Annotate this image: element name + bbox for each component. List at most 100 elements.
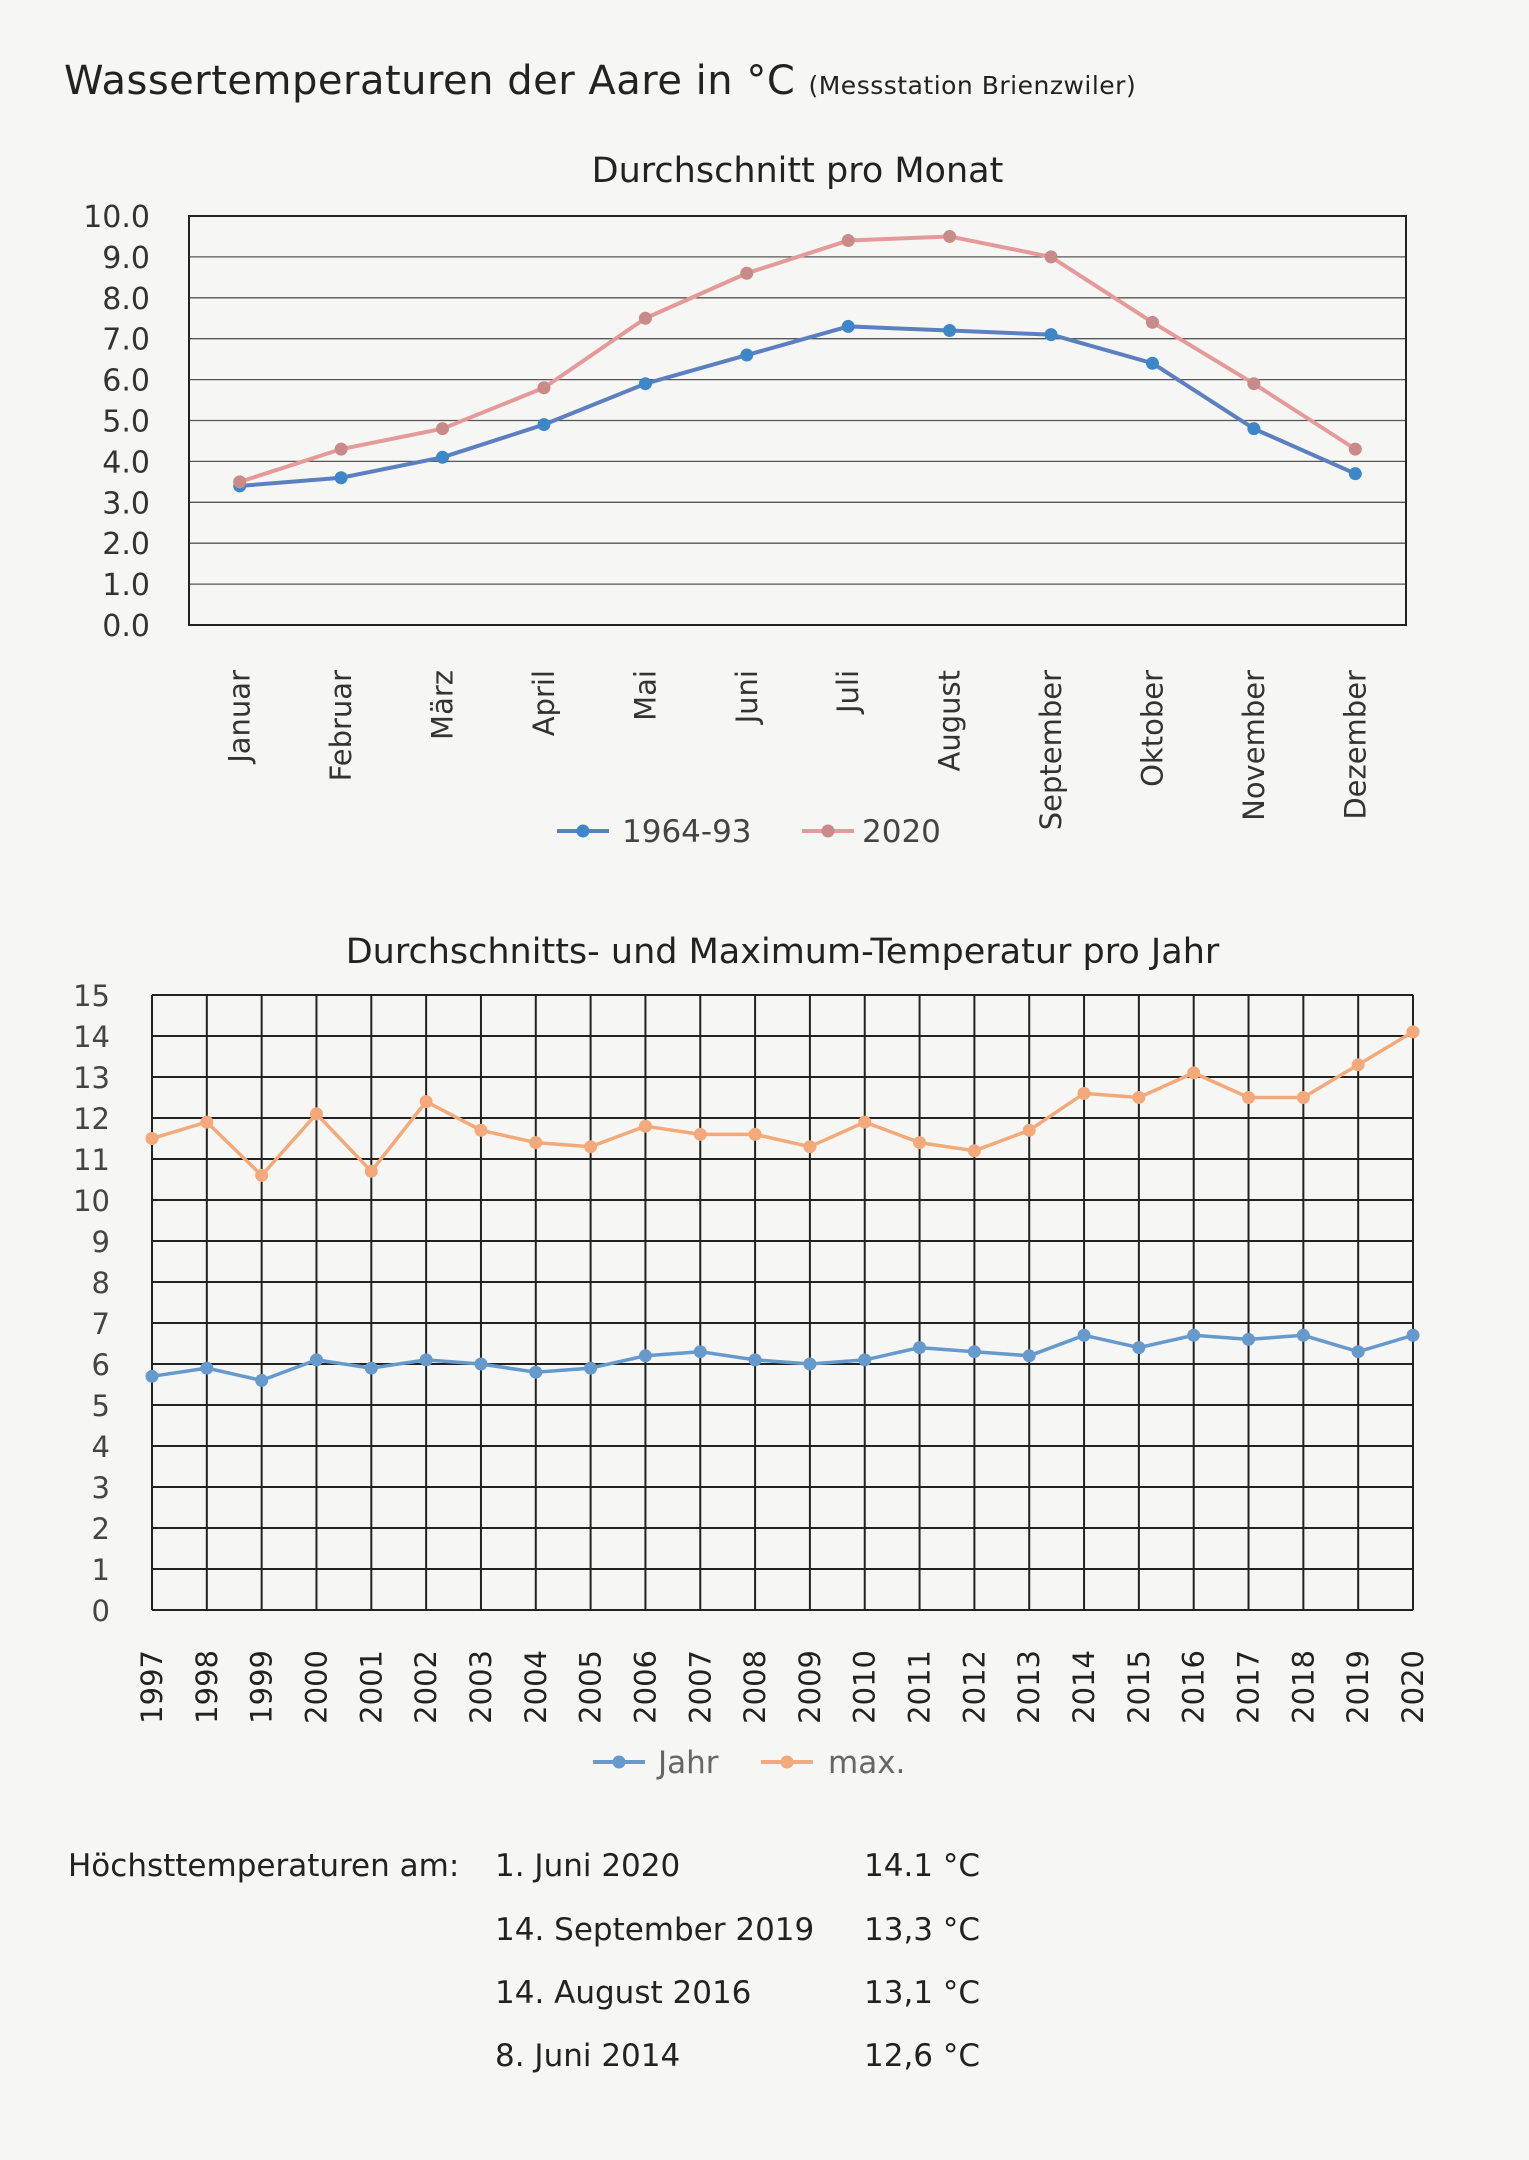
- high-value: 13,3 °C: [864, 1912, 981, 1948]
- x-tick-label: 2020: [1396, 1650, 1430, 1724]
- y-tick-label: 15: [73, 979, 110, 1013]
- data-point: [967, 1144, 981, 1158]
- y-tick-label: 1: [92, 1553, 110, 1587]
- y-tick-label: 3: [92, 1471, 110, 1505]
- data-point: [1296, 1091, 1310, 1104]
- data-point: [943, 324, 957, 338]
- x-tick-label: 2009: [793, 1650, 827, 1724]
- data-point: [841, 234, 855, 248]
- x-tick-label: 2006: [628, 1650, 662, 1724]
- y-tick-label: 9.0: [102, 241, 150, 276]
- data-point: [1077, 1328, 1091, 1342]
- legend-label: 2020: [862, 814, 941, 850]
- x-tick-label: 2012: [957, 1650, 991, 1724]
- data-point: [309, 1353, 323, 1367]
- y-tick-label: 2.0: [102, 527, 150, 562]
- series-line: [151, 1030, 1414, 1178]
- data-point: [858, 1115, 872, 1129]
- data-point: [419, 1353, 433, 1367]
- data-point: [1242, 1332, 1256, 1346]
- x-tick-label: Juni: [730, 670, 764, 725]
- data-point: [638, 1349, 652, 1363]
- data-point: [1044, 250, 1058, 264]
- x-tick-label: 1999: [245, 1650, 279, 1724]
- data-point: [200, 1115, 214, 1129]
- x-tick-label: 2002: [409, 1650, 443, 1724]
- data-point: [1145, 315, 1159, 329]
- y-tick-label: 6.0: [102, 364, 150, 399]
- data-point: [967, 1345, 981, 1359]
- series-line: [239, 234, 1357, 484]
- data-point: [364, 1164, 378, 1178]
- data-point: [1351, 1345, 1365, 1359]
- y-tick-label: 14: [73, 1020, 110, 1054]
- data-point: [693, 1345, 707, 1359]
- y-tick-label: 8.0: [102, 282, 150, 317]
- data-point: [309, 1107, 323, 1121]
- data-point: [693, 1127, 707, 1141]
- x-tick-label: 2011: [903, 1650, 937, 1724]
- page-title-main: Wassertemperaturen der Aare in °C: [64, 58, 796, 104]
- data-point: [537, 381, 551, 395]
- y-tick-label: 11: [73, 1143, 110, 1177]
- high-date: 8. Juni 2014: [495, 2038, 681, 2074]
- x-tick-label: 2013: [1012, 1650, 1046, 1724]
- legend-label: Jahr: [656, 1745, 719, 1781]
- data-point: [1296, 1328, 1310, 1342]
- x-tick-label: 1997: [135, 1650, 169, 1724]
- data-point: [1132, 1091, 1146, 1104]
- x-tick-label: 2016: [1177, 1650, 1211, 1724]
- x-tick-label: Dezember: [1338, 670, 1372, 820]
- data-point: [584, 1140, 598, 1154]
- y-tick-label: 0: [92, 1594, 110, 1628]
- data-point: [436, 422, 450, 436]
- data-point: [638, 311, 652, 325]
- data-point: [1247, 422, 1261, 436]
- page-title: Wassertemperaturen der Aare in °C (Messs…: [64, 58, 1136, 104]
- x-tick-label: 2019: [1341, 1650, 1375, 1724]
- data-point: [233, 475, 247, 489]
- x-tick-label: 2014: [1067, 1650, 1101, 1724]
- data-point: [1022, 1349, 1036, 1363]
- data-point: [529, 1365, 543, 1379]
- data-point: [1132, 1341, 1146, 1355]
- x-tick-label: 2000: [299, 1650, 333, 1724]
- high-date: 14. August 2016: [495, 1975, 752, 2011]
- data-point: [145, 1132, 159, 1145]
- y-tick-label: 5: [92, 1389, 110, 1423]
- x-tick-label: August: [933, 670, 967, 772]
- data-point: [1348, 467, 1362, 481]
- data-point: [1406, 1025, 1420, 1039]
- data-point: [748, 1353, 762, 1367]
- data-point: [436, 450, 450, 464]
- data-point: [474, 1123, 488, 1137]
- data-point: [200, 1361, 214, 1375]
- x-tick-label: 2005: [574, 1650, 608, 1724]
- y-tick-label: 7.0: [102, 323, 150, 358]
- y-tick-label: 12: [73, 1102, 110, 1136]
- data-point: [529, 1136, 543, 1150]
- data-point: [364, 1361, 378, 1375]
- data-point: [740, 348, 754, 362]
- y-tick-label: 3.0: [102, 486, 150, 521]
- data-point: [1351, 1058, 1365, 1072]
- data-point: [1022, 1123, 1036, 1137]
- data-point: [145, 1369, 159, 1383]
- high-value: 13,1 °C: [864, 1975, 981, 2011]
- high-date: 14. September 2019: [495, 1912, 815, 1948]
- data-point: [803, 1140, 817, 1154]
- x-tick-label: 2001: [354, 1650, 388, 1724]
- data-point: [1406, 1328, 1420, 1342]
- series-line: [151, 1333, 1414, 1383]
- y-tick-label: 9: [92, 1225, 110, 1259]
- x-tick-label: 2015: [1122, 1650, 1156, 1724]
- data-point: [537, 418, 551, 432]
- high-temperatures-label: Höchsttemperaturen am:: [68, 1848, 460, 1884]
- data-point: [803, 1357, 817, 1371]
- yearly-chart: Durchschnitts- und Maximum-Temperatur pr…: [73, 932, 1430, 1781]
- high-value: 12,6 °C: [864, 2038, 981, 2074]
- data-point: [858, 1353, 872, 1367]
- data-point: [943, 229, 957, 243]
- y-tick-label: 1.0: [102, 568, 150, 603]
